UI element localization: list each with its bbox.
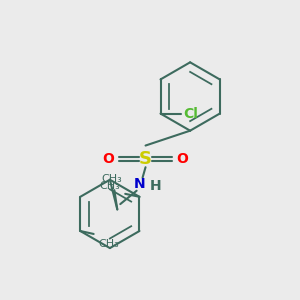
Text: S: S — [139, 150, 152, 168]
Text: CH₃: CH₃ — [102, 174, 122, 184]
Text: CH₃: CH₃ — [98, 239, 119, 249]
Text: N: N — [134, 177, 146, 191]
Text: CH₃: CH₃ — [99, 181, 120, 191]
Text: O: O — [177, 152, 189, 166]
Text: O: O — [103, 152, 114, 166]
Text: Cl: Cl — [183, 106, 198, 121]
Text: H: H — [150, 179, 162, 193]
